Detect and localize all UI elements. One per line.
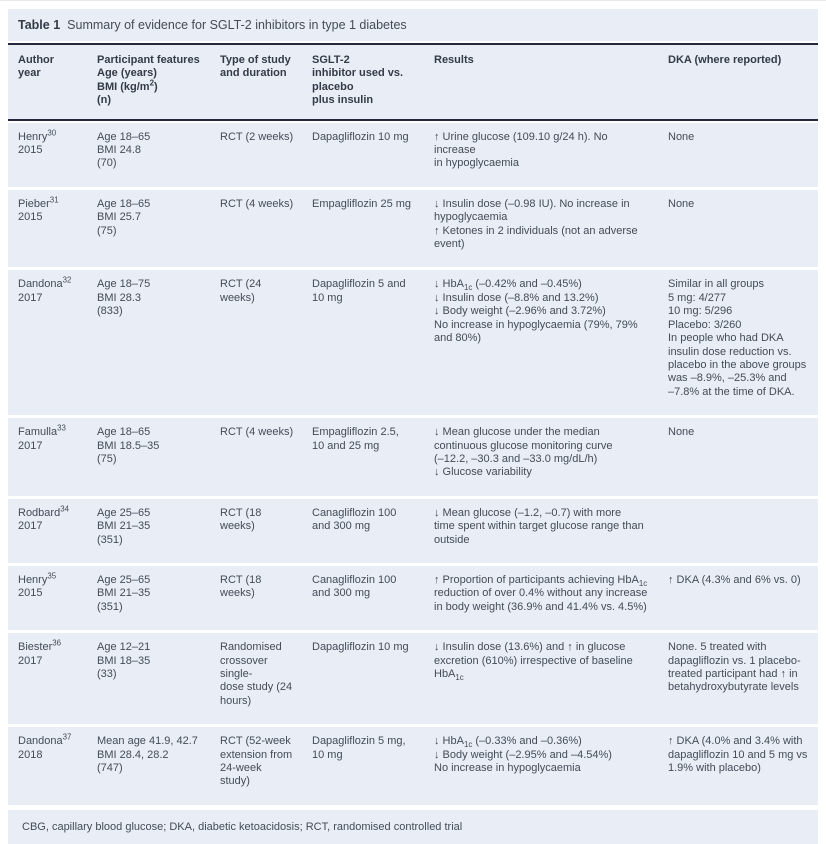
col-header-participant-features: Participant features Age (years) BMI (kg/m… <box>87 43 210 121</box>
cell-inhibitor: Canagliflozin 100 and 300 mg <box>302 496 424 564</box>
table-caption-label: Table 1 <box>18 18 61 32</box>
col-header-dka: DKA (where reported) <box>658 43 818 121</box>
cell-results: ↓ Insulin dose (–0.98 IU). No increase i… <box>424 187 658 269</box>
cell-results: ↑ Urine glucose (109.10 g/24 h). No incr… <box>424 120 658 188</box>
cell-author-year: Famulla33 2017 <box>8 416 87 497</box>
cell-results: ↑ Proportion of participants achieving H… <box>424 563 658 632</box>
cell-study-type: RCT (24 weeks) <box>210 268 302 417</box>
cell-dka: None <box>658 187 818 269</box>
cell-dka: None. 5 treated with dapagliflozin vs. 1 … <box>658 631 818 726</box>
cell-inhibitor: Canagliflozin 100 and 300 mg <box>302 563 424 632</box>
cell-results: ↓ HbA1c (–0.42% and –0.45%) ↓ Insulin dos… <box>424 268 658 417</box>
cell-author-year: Pieber31 2015 <box>8 187 87 269</box>
col-header-author-year: Author year <box>8 43 87 121</box>
cell-dka: ↑ DKA (4.0% and 3.4% with dapagliflozin 1… <box>658 725 818 806</box>
cell-author-year: Henry35 2015 <box>8 563 87 632</box>
cell-participant-features: Age 12–21 BMI 18–35 (33) <box>87 631 210 726</box>
cell-dka <box>658 496 818 564</box>
col-header-inhibitor: SGLT-2 inhibitor used vs. placebo plus insu… <box>302 43 424 121</box>
cell-participant-features: Age 25–65 BMI 21–35 (351) <box>87 496 210 564</box>
cell-participant-features: Age 18–65 BMI 18.5–35 (75) <box>87 416 210 497</box>
cell-study-type: RCT (2 weeks) <box>210 120 302 188</box>
cell-results: ↓ Mean glucose (–1.2, –0.7) with more tim… <box>424 496 658 564</box>
cell-inhibitor: Dapagliflozin 5 mg, 10 mg <box>302 725 424 806</box>
cell-inhibitor: Empagliflozin 2.5, 10 and 25 mg <box>302 416 424 497</box>
table-caption-text: Summary of evidence for SGLT-2 inhibitor… <box>67 18 407 32</box>
cell-participant-features: Age 18–65 BMI 24.8 (70) <box>87 120 210 188</box>
header-row: Author year Participant features Age (year… <box>8 43 818 121</box>
table-header: Author year Participant features Age (year… <box>8 43 818 121</box>
cell-participant-features: Age 18–65 BMI 25.7 (75) <box>87 187 210 269</box>
cell-study-type: Randomised crossover single-dose study (2… <box>210 631 302 726</box>
table-row: Henry35 2015 Age 25–65 BMI 21–35 (351) RCT … <box>8 563 818 632</box>
cell-inhibitor: Empagliflozin 25 mg <box>302 187 424 269</box>
cell-study-type: RCT (18 weeks) <box>210 496 302 564</box>
cell-study-type: RCT (4 weeks) <box>210 416 302 497</box>
cell-results: ↓ Insulin dose (13.6%) and ↑ in glucose e… <box>424 631 658 726</box>
col-header-results: Results <box>424 43 658 121</box>
table-body: Henry30 2015 Age 18–65 BMI 24.8 (70) RCT (… <box>8 120 818 806</box>
cell-participant-features: Mean age 41.9, 42.7 BMI 28.4, 28.2 (747) <box>87 725 210 806</box>
cell-author-year: Biester36 2017 <box>8 631 87 726</box>
cell-author-year: Rodbard34 2017 <box>8 496 87 564</box>
table-row: Dandona37 2018 Mean age 41.9, 42.7 BMI 28.… <box>8 725 818 806</box>
evidence-table: Author year Participant features Age (year… <box>8 43 818 806</box>
cell-participant-features: Age 25–65 BMI 21–35 (351) <box>87 563 210 632</box>
cell-results: ↓ Mean glucose under the median continuou… <box>424 416 658 497</box>
cell-inhibitor: Dapagliflozin 10 mg <box>302 631 424 726</box>
cell-study-type: RCT (18 weeks) <box>210 563 302 632</box>
table-row: Pieber31 2015 Age 18–65 BMI 25.7 (75) RCT … <box>8 187 818 269</box>
cell-participant-features: Age 18–75 BMI 28.3 (833) <box>87 268 210 417</box>
table-caption: Table 1 Summary of evidence for SGLT-2 i… <box>8 9 818 41</box>
cell-inhibitor: Dapagliflozin 10 mg <box>302 120 424 188</box>
cell-author-year: Henry30 2015 <box>8 120 87 188</box>
cell-dka: ↑ DKA (4.3% and 6% vs. 0) <box>658 563 818 632</box>
table-row: Henry30 2015 Age 18–65 BMI 24.8 (70) RCT (… <box>8 120 818 188</box>
cell-study-type: RCT (52-week extension from 24-week study) <box>210 725 302 806</box>
table-row: Rodbard34 2017 Age 25–65 BMI 21–35 (351) RC… <box>8 496 818 564</box>
cell-study-type: RCT (4 weeks) <box>210 187 302 269</box>
table-row: Biester36 2017 Age 12–21 BMI 18–35 (33) Ran… <box>8 631 818 726</box>
cell-author-year: Dandona37 2018 <box>8 725 87 806</box>
cell-results: ↓ HbA1c (–0.33% and –0.36%) ↓ Body weight… <box>424 725 658 806</box>
cell-dka: None <box>658 120 818 188</box>
col-header-study-type: Type of study and duration <box>210 43 302 121</box>
cell-author-year: Dandona32 2017 <box>8 268 87 417</box>
table-row: Dandona32 2017 Age 18–75 BMI 28.3 (833) RCT… <box>8 268 818 417</box>
cell-inhibitor: Dapagliflozin 5 and 10 mg <box>302 268 424 417</box>
cell-dka: None <box>658 416 818 497</box>
cell-dka: Similar in all groups 5 mg: 4/277 10 mg: 5… <box>658 268 818 417</box>
table-row: Famulla33 2017 Age 18–65 BMI 18.5–35 (75) R… <box>8 416 818 497</box>
table-footnote: CBG, capillary blood glucose; DKA, diabe… <box>8 809 818 844</box>
